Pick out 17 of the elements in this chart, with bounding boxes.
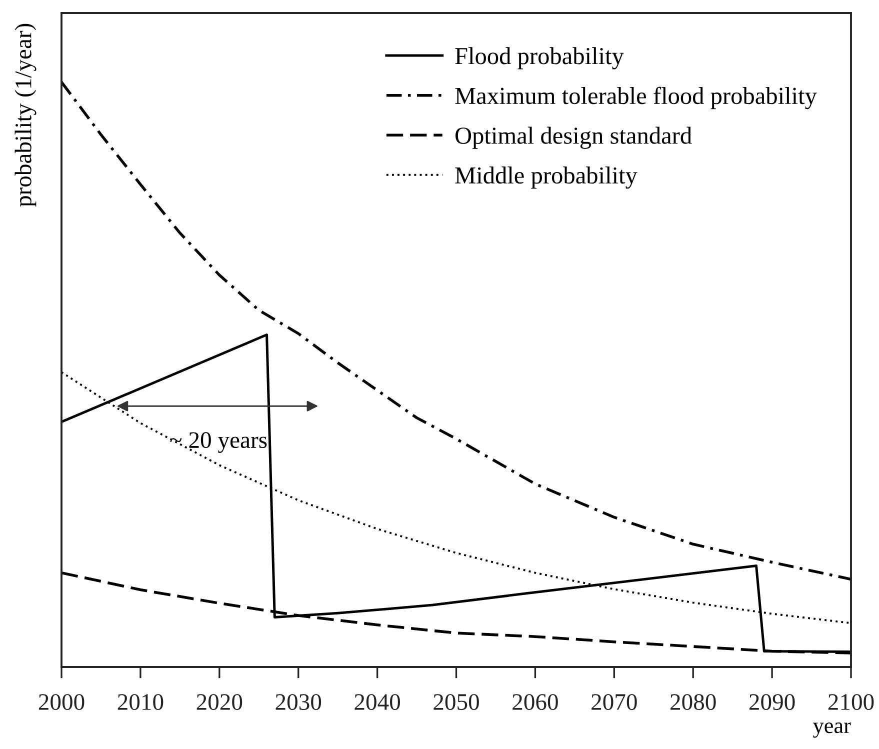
x-tick-label: 2070: [592, 694, 637, 710]
x-tick-label: 2080: [670, 694, 716, 710]
x-tick-label: 2040: [354, 694, 400, 710]
x-tick-label: 2000: [38, 694, 84, 710]
x-tick-label: 2060: [512, 694, 558, 710]
x-tick-label: 2100: [828, 694, 874, 710]
x-tick-label: 2030: [276, 694, 322, 710]
x-tick-label: 2050: [434, 694, 479, 710]
legend-label: Optimal design standard: [455, 126, 692, 149]
y-axis-title: probability (1/year): [14, 24, 36, 207]
x-axis-title: year: [813, 722, 851, 738]
legend-label: Flood probability: [455, 47, 624, 70]
x-tick-label: 2020: [196, 694, 242, 710]
legend-label: Maximum tolerable flood probability: [455, 86, 817, 110]
x-tick-label: 2090: [749, 694, 795, 710]
legend-label: Middle probability: [455, 166, 638, 189]
x-tick-label: 2010: [118, 694, 164, 710]
